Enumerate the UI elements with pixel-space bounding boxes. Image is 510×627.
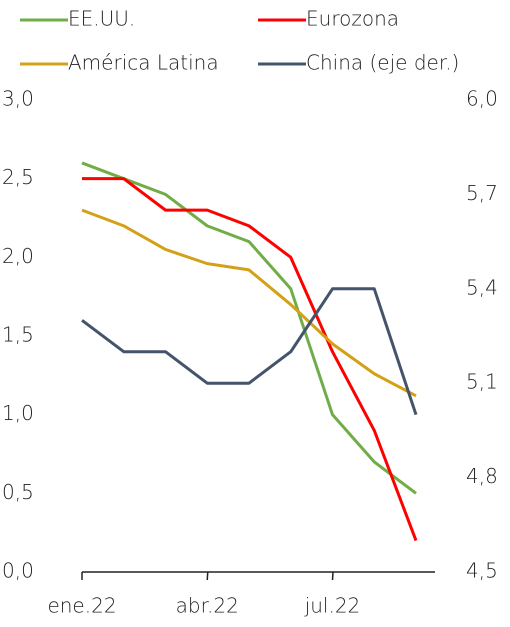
series-line — [81, 161, 417, 495]
legend-label: China (eje der.) — [306, 51, 459, 75]
x-tick-label: ene.22 — [47, 594, 116, 618]
y-tick-label: 2,0 — [2, 244, 34, 268]
series-line — [81, 208, 417, 398]
legend-label: EE.UU. — [68, 7, 135, 31]
y2-tick-label: 4,8 — [466, 464, 498, 488]
y2-tick-label: 5,1 — [466, 370, 498, 394]
x-tick-label: abr.22 — [176, 594, 239, 618]
y-tick-label: 3,0 — [2, 87, 34, 111]
y2-tick-label: 5,4 — [466, 275, 498, 299]
series-line — [81, 287, 418, 416]
y-tick-label: 0,0 — [2, 559, 34, 583]
y2-tick-label: 6,0 — [466, 87, 498, 111]
y-tick-label: 0,5 — [2, 480, 34, 504]
y-tick-label: 1,5 — [2, 323, 34, 347]
legend-label: América Latina — [68, 51, 219, 75]
x-tick — [331, 571, 334, 581]
series-line — [82, 177, 418, 542]
y2-tick-label: 5,7 — [466, 181, 498, 205]
x-tick-label: jul.22 — [304, 594, 361, 618]
x-tick — [206, 571, 209, 581]
y-tick-label: 2,5 — [2, 165, 34, 189]
legend-label: Eurozona — [306, 7, 399, 31]
y-tick-label: 1,0 — [2, 401, 34, 425]
y2-tick-label: 4,5 — [466, 559, 498, 583]
